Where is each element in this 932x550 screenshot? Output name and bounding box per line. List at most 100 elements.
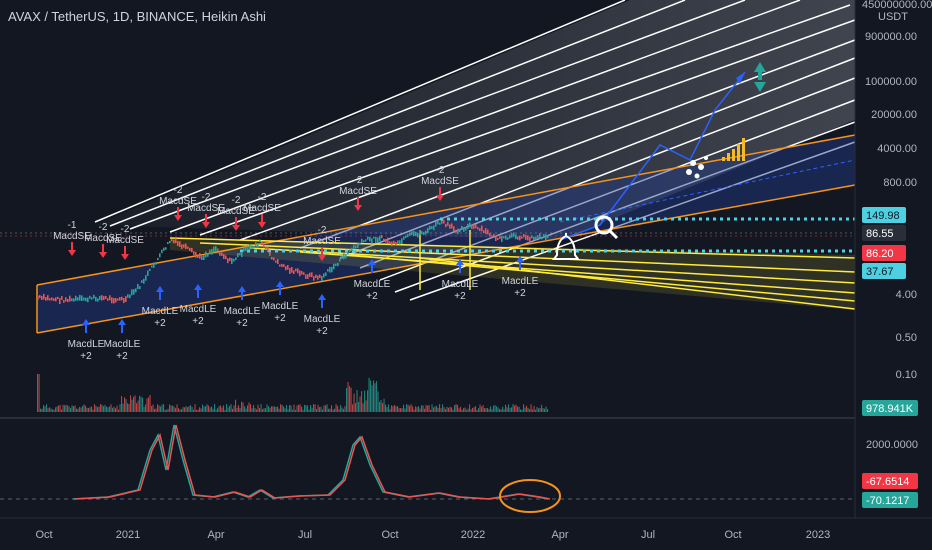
price-tick-label: 0.10: [896, 369, 917, 381]
volume-bar: [176, 404, 178, 412]
svg-text:+2: +2: [192, 316, 204, 327]
highlight-ellipse[interactable]: [499, 479, 561, 513]
sparkle-icon: [686, 156, 708, 179]
volume-bar: [418, 406, 420, 412]
candle: [497, 238, 499, 241]
volume-bar: [140, 396, 142, 412]
candle: [297, 268, 299, 274]
volume-bar: [148, 397, 150, 412]
candle: [301, 271, 303, 275]
time-axis-label: Jul: [641, 529, 655, 541]
volume-bar: [64, 405, 66, 412]
volume-bar: [280, 404, 282, 412]
volume-bar: [44, 406, 46, 412]
candle: [451, 223, 453, 229]
magnifier-icon[interactable]: [594, 215, 619, 240]
candle: [239, 253, 241, 256]
volume-bar: [197, 409, 199, 412]
candle: [257, 243, 259, 248]
chart-title[interactable]: AVAX / TetherUS, 1D, BINANCE, Heikin Ash…: [8, 9, 266, 24]
indicator-pane[interactable]: [0, 418, 855, 518]
candle: [469, 222, 471, 228]
candle: [395, 241, 397, 246]
volume-bar: [416, 407, 418, 412]
candle: [223, 253, 225, 260]
volume-bar: [352, 404, 354, 412]
candle: [293, 270, 295, 275]
candle: [493, 233, 495, 236]
volume-bar: [53, 409, 55, 412]
volume-bar: [443, 407, 445, 412]
candle: [179, 241, 181, 248]
candle: [521, 236, 523, 239]
volume-bar: [460, 406, 462, 412]
candle: [217, 248, 219, 251]
candle: [325, 272, 327, 276]
volume-bar: [62, 404, 64, 412]
candle: [501, 235, 503, 242]
candle: [123, 298, 125, 304]
svg-text:MacdSE: MacdSE: [303, 236, 341, 247]
volume-bar: [164, 409, 166, 412]
volume-bar: [137, 400, 139, 412]
svg-text:MacdSE: MacdSE: [159, 196, 197, 207]
candle: [197, 254, 199, 258]
candle: [263, 243, 265, 248]
time-axis[interactable]: [0, 518, 932, 550]
volume-bar: [361, 391, 363, 412]
price-tick-label: 100000.00: [865, 76, 917, 88]
volume-bar: [67, 405, 69, 412]
candlestick-series[interactable]: [37, 219, 549, 305]
volume-bar: [485, 408, 487, 412]
volume-bar: [524, 407, 526, 412]
projection-path[interactable]: [559, 71, 746, 241]
volume-bar: [169, 404, 171, 412]
candle: [353, 244, 355, 250]
volume-bar: [506, 407, 508, 412]
volume-bar: [253, 405, 255, 412]
volume-bar: [490, 406, 492, 412]
price-badge: 149.98: [862, 207, 906, 223]
volume-bar: [523, 404, 525, 412]
candle: [119, 297, 121, 301]
volume-bar: [142, 397, 144, 412]
volume-bar: [134, 395, 136, 412]
svg-text:MacdLE: MacdLE: [262, 301, 299, 312]
candle: [541, 237, 543, 240]
volume-bar: [92, 409, 94, 412]
volume-bar: [284, 408, 286, 412]
candle: [137, 283, 139, 290]
volume-bar: [241, 401, 243, 412]
svg-text:+2: +2: [274, 313, 286, 324]
level-lines[interactable]: [240, 217, 855, 253]
volume-bar: [385, 404, 387, 412]
svg-text:MacdSE: MacdSE: [339, 186, 377, 197]
volume-bar: [56, 406, 58, 412]
volume-bar: [181, 409, 183, 412]
volume-bar: [101, 404, 103, 412]
candle: [433, 225, 435, 231]
volume-bar: [194, 404, 196, 412]
volume-bar: [436, 405, 438, 412]
candle: [329, 266, 331, 273]
volume-bar: [508, 404, 510, 412]
volume-bar: [95, 405, 97, 412]
volume-bar: [94, 404, 96, 412]
volume-bar: [275, 406, 277, 412]
candle: [231, 258, 233, 265]
bell-icon[interactable]: [552, 233, 580, 260]
candle: [455, 229, 457, 233]
candle: [337, 262, 339, 267]
volume-bar: [365, 400, 367, 412]
svg-text:-2: -2: [202, 192, 211, 203]
candle: [453, 226, 455, 232]
svg-text:-2: -2: [436, 165, 445, 176]
candle: [287, 265, 289, 270]
volume-bar: [304, 404, 306, 412]
svg-text:-2: -2: [174, 185, 183, 196]
candle: [51, 297, 53, 301]
volume-bar: [532, 409, 534, 412]
svg-text:MacdLE: MacdLE: [502, 276, 539, 287]
